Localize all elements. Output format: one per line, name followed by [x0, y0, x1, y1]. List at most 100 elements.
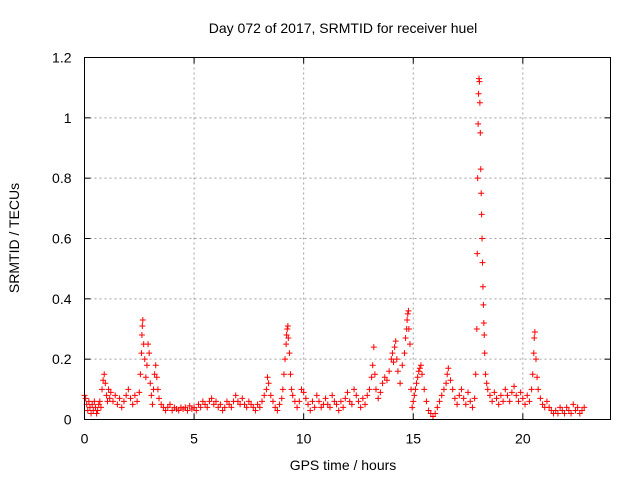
data-point	[372, 386, 379, 393]
data-point	[252, 407, 259, 414]
data-point	[529, 371, 536, 378]
data-point	[86, 404, 93, 411]
data-point	[88, 410, 95, 417]
x-tick-label: 5	[190, 431, 198, 447]
data-point	[102, 380, 109, 387]
data-point	[329, 392, 336, 399]
data-point	[337, 398, 344, 405]
data-point	[480, 319, 487, 326]
data-point	[85, 398, 92, 405]
data-point	[381, 374, 388, 381]
data-point	[148, 392, 155, 399]
data-point	[274, 407, 281, 414]
data-point	[162, 407, 169, 414]
y-tick-label: 1	[64, 110, 72, 126]
data-point	[335, 407, 342, 414]
data-point	[454, 401, 461, 408]
data-point	[331, 398, 338, 405]
data-point	[515, 398, 522, 405]
data-point	[574, 404, 581, 411]
data-point	[136, 389, 143, 396]
data-point	[524, 392, 531, 399]
data-point	[465, 389, 472, 396]
data-point	[478, 190, 485, 197]
data-point	[421, 386, 428, 393]
data-point	[261, 392, 268, 399]
data-point	[296, 398, 303, 405]
data-point	[561, 410, 568, 417]
data-point	[531, 329, 538, 336]
data-point	[474, 175, 481, 182]
data-point	[100, 377, 107, 384]
data-point	[104, 398, 111, 405]
data-point	[137, 371, 144, 378]
data-point	[522, 401, 529, 408]
data-point	[116, 395, 123, 402]
data-point	[416, 365, 423, 372]
x-tick-label: 10	[296, 431, 312, 447]
data-point	[284, 326, 291, 332]
data-point	[405, 307, 412, 314]
data-point	[182, 404, 189, 411]
data-point	[377, 389, 384, 396]
data-point	[342, 395, 349, 402]
data-point	[368, 374, 375, 381]
data-point	[263, 386, 270, 393]
data-point	[191, 404, 198, 411]
data-point	[324, 401, 331, 408]
data-point	[479, 283, 486, 290]
data-point	[481, 350, 488, 357]
data-point	[474, 250, 481, 257]
data-point	[204, 404, 211, 411]
data-point	[432, 410, 439, 417]
data-point	[478, 211, 485, 218]
data-point	[508, 389, 515, 396]
data-point	[264, 374, 271, 381]
data-point	[265, 380, 272, 387]
data-point	[546, 404, 553, 411]
data-point	[576, 410, 583, 417]
data-point	[206, 398, 213, 405]
y-tick-label: 0.8	[52, 170, 72, 186]
data-point	[413, 380, 420, 387]
data-point	[483, 380, 490, 387]
data-point	[359, 395, 366, 402]
data-point	[495, 401, 502, 408]
data-point	[563, 404, 570, 411]
data-point	[443, 380, 450, 387]
data-point	[300, 389, 307, 396]
data-point	[278, 395, 285, 402]
data-point	[480, 301, 487, 308]
data-point	[364, 392, 371, 399]
data-point	[444, 371, 451, 378]
data-point	[333, 401, 340, 408]
data-point	[248, 401, 255, 408]
data-point	[554, 410, 561, 417]
data-point	[429, 413, 436, 420]
data-point	[105, 386, 112, 393]
data-point	[340, 404, 347, 411]
data-point	[129, 401, 136, 408]
data-point	[234, 398, 241, 405]
x-tick-label: 15	[405, 431, 421, 447]
y-tick-label: 0.2	[52, 351, 72, 367]
data-point	[445, 365, 452, 372]
y-tick-label: 0.4	[52, 291, 72, 307]
data-point	[539, 401, 546, 408]
data-point	[449, 386, 456, 393]
data-point	[114, 401, 121, 408]
data-point	[537, 395, 544, 402]
data-point	[154, 386, 161, 393]
data-point	[151, 371, 158, 378]
data-point	[259, 398, 266, 405]
data-point	[89, 401, 96, 408]
data-point	[504, 392, 511, 399]
data-point	[84, 407, 91, 414]
data-point	[199, 398, 206, 405]
data-point	[326, 404, 333, 411]
data-point	[557, 404, 564, 411]
data-point	[95, 401, 102, 408]
data-point	[283, 332, 290, 339]
data-point	[282, 356, 289, 363]
data-point	[362, 401, 369, 408]
